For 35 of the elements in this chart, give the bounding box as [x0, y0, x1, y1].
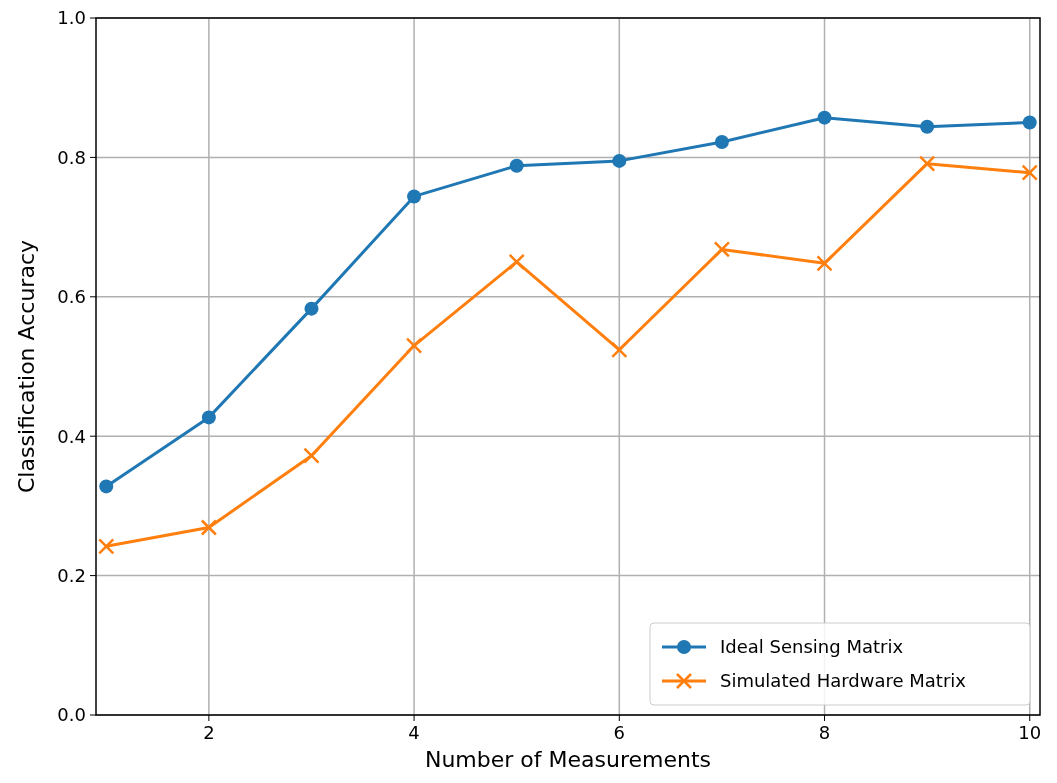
point	[918, 155, 936, 172]
point	[920, 119, 935, 134]
point	[714, 135, 729, 150]
y-tick-label: 1.0	[57, 7, 86, 29]
point	[303, 447, 320, 464]
point	[611, 341, 628, 359]
legend-label: Ideal Sensing Matrix	[720, 636, 904, 658]
x-tick-label: 8	[818, 722, 831, 743]
legend-label: Simulated Hardware Matrix	[720, 670, 967, 692]
x-tick-label: 2	[203, 722, 215, 743]
y-tick-label: 0.0	[57, 704, 86, 726]
x-tick-label: 10	[1018, 722, 1042, 743]
point	[201, 410, 216, 425]
point	[99, 479, 114, 494]
point	[816, 255, 833, 272]
point	[407, 189, 422, 204]
x-tick-label: 6	[613, 722, 626, 743]
y-axis-title: Classification Accuracy	[14, 240, 39, 493]
x-tick-label: 4	[408, 722, 420, 743]
point	[98, 538, 115, 555]
x-axis-title: Number of Measurements	[424, 747, 712, 772]
point	[612, 153, 627, 168]
point	[817, 110, 832, 125]
point	[405, 337, 423, 354]
point	[713, 241, 731, 258]
point	[304, 301, 319, 316]
y-tick-label: 0.8	[57, 146, 86, 168]
point	[1021, 164, 1038, 181]
point	[509, 158, 524, 173]
point	[1022, 115, 1037, 130]
y-tick-label: 0.2	[57, 564, 86, 586]
point	[200, 519, 218, 536]
y-tick-label: 0.4	[57, 425, 86, 447]
y-tick-label: 0.6	[57, 286, 86, 308]
point	[508, 253, 525, 271]
